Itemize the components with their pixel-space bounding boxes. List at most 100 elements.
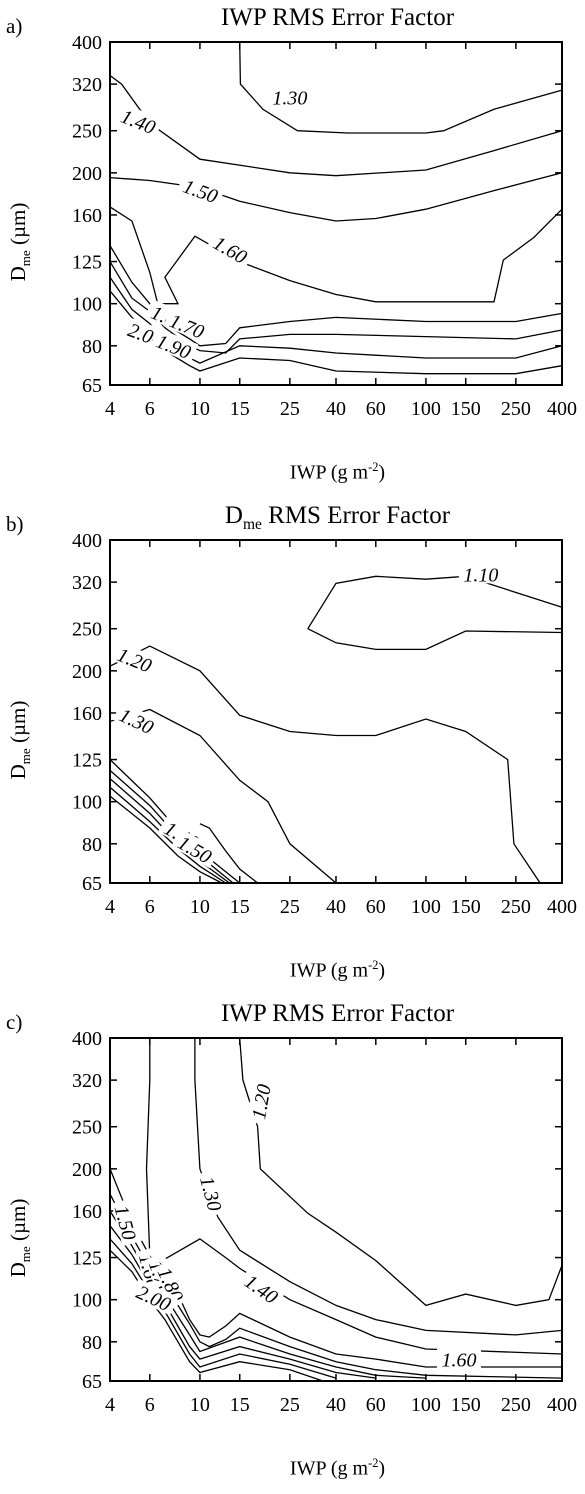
contour-line bbox=[307, 628, 563, 651]
contour-label-group: 1.10 bbox=[458, 563, 503, 586]
y-tick-label: 100 bbox=[72, 1290, 102, 1312]
x-tick-label: 60 bbox=[366, 398, 386, 420]
contour-label-bg bbox=[436, 1348, 481, 1369]
x-tick-label: 40 bbox=[326, 398, 346, 420]
contour-label: 1.50 bbox=[110, 1203, 140, 1243]
y-tick-label: 160 bbox=[72, 703, 102, 725]
y-tick-label: 160 bbox=[72, 205, 102, 227]
x-tick-label: 25 bbox=[280, 896, 300, 918]
x-tick-label: 150 bbox=[451, 398, 481, 420]
contour-line bbox=[109, 1238, 337, 1379]
x-axis-title: IWP (g m-2) bbox=[110, 1456, 565, 1481]
x-tick-label: 4 bbox=[105, 1394, 115, 1416]
y-tick-label: 250 bbox=[72, 121, 102, 143]
contour-line bbox=[194, 1038, 563, 1336]
x-tick-label: 25 bbox=[280, 398, 300, 420]
contour-label: 1.30 bbox=[195, 1174, 225, 1214]
x-tick-label: 250 bbox=[501, 398, 531, 420]
contour-label-bg bbox=[130, 1278, 179, 1316]
contour-label-bg bbox=[149, 327, 199, 363]
contour-label: 1.30 bbox=[272, 87, 307, 109]
y-tick-label: 400 bbox=[72, 32, 102, 54]
contour-label: 1.60 bbox=[441, 1350, 476, 1372]
x-axis-title: IWP (g m-2) bbox=[110, 958, 565, 983]
contour-label-bg bbox=[112, 701, 162, 739]
contour-label-bg bbox=[206, 229, 255, 269]
x-tick-label: 400 bbox=[547, 398, 577, 420]
x-tick-label: 40 bbox=[326, 896, 346, 918]
chart-title: IWP RMS Error Factor bbox=[110, 1000, 565, 1028]
y-tick-label: 320 bbox=[72, 1070, 102, 1092]
contour-label-bg bbox=[267, 86, 312, 107]
x-tick-label: 40 bbox=[326, 1394, 346, 1416]
contour-label-bg bbox=[238, 1267, 286, 1309]
contour-label-bg bbox=[458, 563, 503, 584]
y-tick-label: 125 bbox=[72, 750, 102, 772]
contour-line bbox=[109, 245, 563, 347]
y-tick-label: 80 bbox=[82, 834, 102, 856]
x-tick-label: 10 bbox=[190, 896, 210, 918]
x-tick-label: 6 bbox=[145, 398, 155, 420]
x-tick-label: 15 bbox=[230, 1394, 250, 1416]
contour-label-group: 1.40 bbox=[114, 103, 163, 139]
contour-line bbox=[239, 41, 563, 134]
contour-label-bg bbox=[176, 172, 226, 207]
contour-label-group: 1.30 bbox=[112, 701, 162, 739]
x-tick-label: 15 bbox=[230, 398, 250, 420]
chart-panel-a: a) IWP RMS Error Factor Dme (µm) IWP (g … bbox=[0, 0, 585, 498]
y-tick-label: 400 bbox=[72, 530, 102, 552]
contour-label-bg bbox=[171, 828, 220, 869]
contour-line bbox=[109, 645, 541, 884]
contour-plot-b: 4 6 10 15 25 40 60 100 150 250 400 65 80 100 125 160 200… bbox=[72, 530, 577, 918]
contour-label-group: 1.60 bbox=[436, 1348, 481, 1372]
panel-label: b) bbox=[6, 512, 24, 536]
y-tick-label: 100 bbox=[72, 792, 102, 814]
y-tick-label: 125 bbox=[72, 252, 102, 274]
x-axis-title-end: ) bbox=[378, 461, 386, 484]
x-axis-title: IWP (g m-2) bbox=[110, 460, 565, 485]
y-tick-label: 80 bbox=[82, 336, 102, 358]
contour-line bbox=[109, 1168, 562, 1368]
y-tick-label: 200 bbox=[72, 163, 102, 185]
y-tick-label: 65 bbox=[82, 1371, 102, 1393]
chart-title-text: IWP RMS Error Factor bbox=[220, 4, 455, 31]
contour-label-bg bbox=[246, 1078, 274, 1125]
panel-label: a) bbox=[6, 14, 23, 38]
x-axis-title-text: IWP (g m bbox=[289, 461, 369, 484]
contour-label-bg bbox=[110, 641, 160, 677]
chart-title: IWP RMS Error Factor bbox=[110, 4, 565, 32]
x-tick-label: 6 bbox=[145, 896, 155, 918]
x-axis-title-sup: -2 bbox=[368, 460, 379, 474]
x-tick-label: 10 bbox=[190, 398, 210, 420]
x-axis-title-end: ) bbox=[378, 1457, 386, 1480]
x-tick-label: 25 bbox=[280, 1394, 300, 1416]
y-tick-label: 100 bbox=[72, 294, 102, 316]
y-tick-label: 400 bbox=[72, 1028, 102, 1050]
contour-label-bg bbox=[196, 1169, 228, 1218]
x-tick-label: 250 bbox=[501, 1394, 531, 1416]
y-tick-label: 320 bbox=[72, 572, 102, 594]
x-tick-label: 10 bbox=[190, 1394, 210, 1416]
contour-label: 1.10 bbox=[463, 564, 498, 586]
chart-title-text: RMS Error Factor bbox=[268, 502, 451, 529]
x-tick-label: 6 bbox=[145, 1394, 155, 1416]
contour-line bbox=[199, 823, 259, 884]
x-axis-title-sup: -2 bbox=[368, 1456, 379, 1470]
y-tick-label: 125 bbox=[72, 1248, 102, 1270]
chart-panel-c: c) IWP RMS Error Factor Dme (µm) IWP (g … bbox=[0, 996, 585, 1494]
x-tick-label: 4 bbox=[105, 896, 115, 918]
contour-label-group: 1.50 bbox=[110, 1198, 142, 1247]
contour-line bbox=[109, 708, 337, 884]
x-axis-title-end: ) bbox=[378, 959, 386, 982]
y-tick-label: 320 bbox=[72, 74, 102, 96]
contour-label-group: 1.20 bbox=[246, 1078, 276, 1125]
y-tick-label: 65 bbox=[82, 375, 102, 397]
contour-label-bg bbox=[111, 1198, 142, 1247]
contour-label-bg bbox=[114, 103, 163, 139]
contour-line bbox=[145, 1038, 563, 1355]
contour-label: 1.20 bbox=[248, 1083, 276, 1121]
contour-label-group: 1.50 bbox=[176, 172, 226, 208]
chart-title-prefix: D bbox=[224, 502, 243, 529]
contour-line bbox=[109, 172, 563, 222]
y-tick-label: 80 bbox=[82, 1332, 102, 1354]
